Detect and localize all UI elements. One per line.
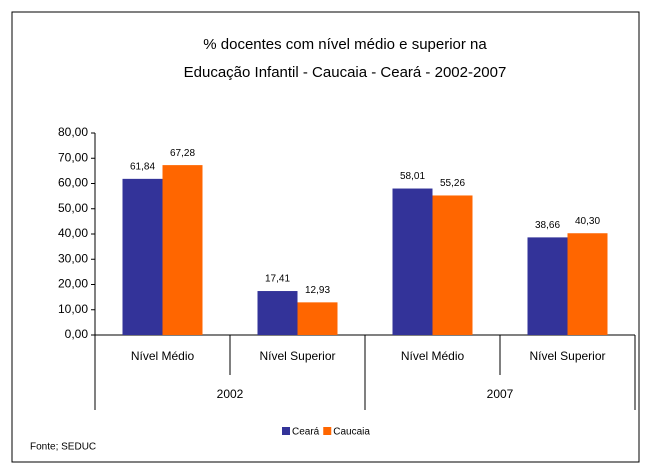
y-tick-label: 20,00 bbox=[58, 277, 88, 291]
data-label: 61,84 bbox=[130, 161, 155, 172]
y-tick-label: 0,00 bbox=[65, 327, 89, 341]
data-label: 38,66 bbox=[535, 220, 560, 231]
group-label: 2007 bbox=[487, 387, 514, 401]
y-tick-label: 10,00 bbox=[58, 302, 88, 316]
y-tick-label: 30,00 bbox=[58, 251, 88, 265]
group-label: 2002 bbox=[217, 387, 244, 401]
y-tick-label: 40,00 bbox=[58, 226, 88, 240]
data-label: 58,01 bbox=[400, 171, 425, 182]
bar bbox=[297, 302, 338, 335]
data-label: 40,30 bbox=[575, 216, 600, 227]
bar bbox=[122, 178, 163, 335]
x-tick-label: Nível Superior bbox=[529, 349, 605, 363]
data-label: 12,93 bbox=[305, 285, 330, 296]
bar bbox=[257, 291, 298, 335]
bar bbox=[392, 188, 433, 335]
chart-title: Educação Infantil - Caucaia - Ceará - 20… bbox=[184, 64, 507, 81]
bar bbox=[432, 195, 473, 335]
y-tick-label: 50,00 bbox=[58, 201, 88, 215]
y-tick-label: 70,00 bbox=[58, 150, 88, 164]
chart-title: % docentes com nível médio e superior na bbox=[203, 36, 487, 53]
bar bbox=[567, 233, 608, 335]
y-tick-label: 80,00 bbox=[58, 125, 88, 139]
x-tick-label: Nível Superior bbox=[259, 349, 335, 363]
legend-label: Caucaia bbox=[333, 427, 370, 438]
x-tick-label: Nível Médio bbox=[131, 349, 195, 363]
data-label: 55,26 bbox=[440, 178, 465, 189]
chart-frame bbox=[11, 11, 640, 463]
legend-label: Ceará bbox=[292, 427, 320, 438]
legend-swatch bbox=[323, 427, 332, 435]
x-tick-label: Nível Médio bbox=[401, 349, 465, 363]
y-tick-label: 60,00 bbox=[58, 176, 88, 190]
bar bbox=[162, 165, 203, 335]
legend-swatch bbox=[282, 427, 290, 435]
data-label: 67,28 bbox=[170, 148, 195, 159]
bar bbox=[527, 237, 568, 335]
data-label: 17,41 bbox=[265, 274, 290, 285]
source: Fonte; SEDUC bbox=[30, 442, 96, 453]
